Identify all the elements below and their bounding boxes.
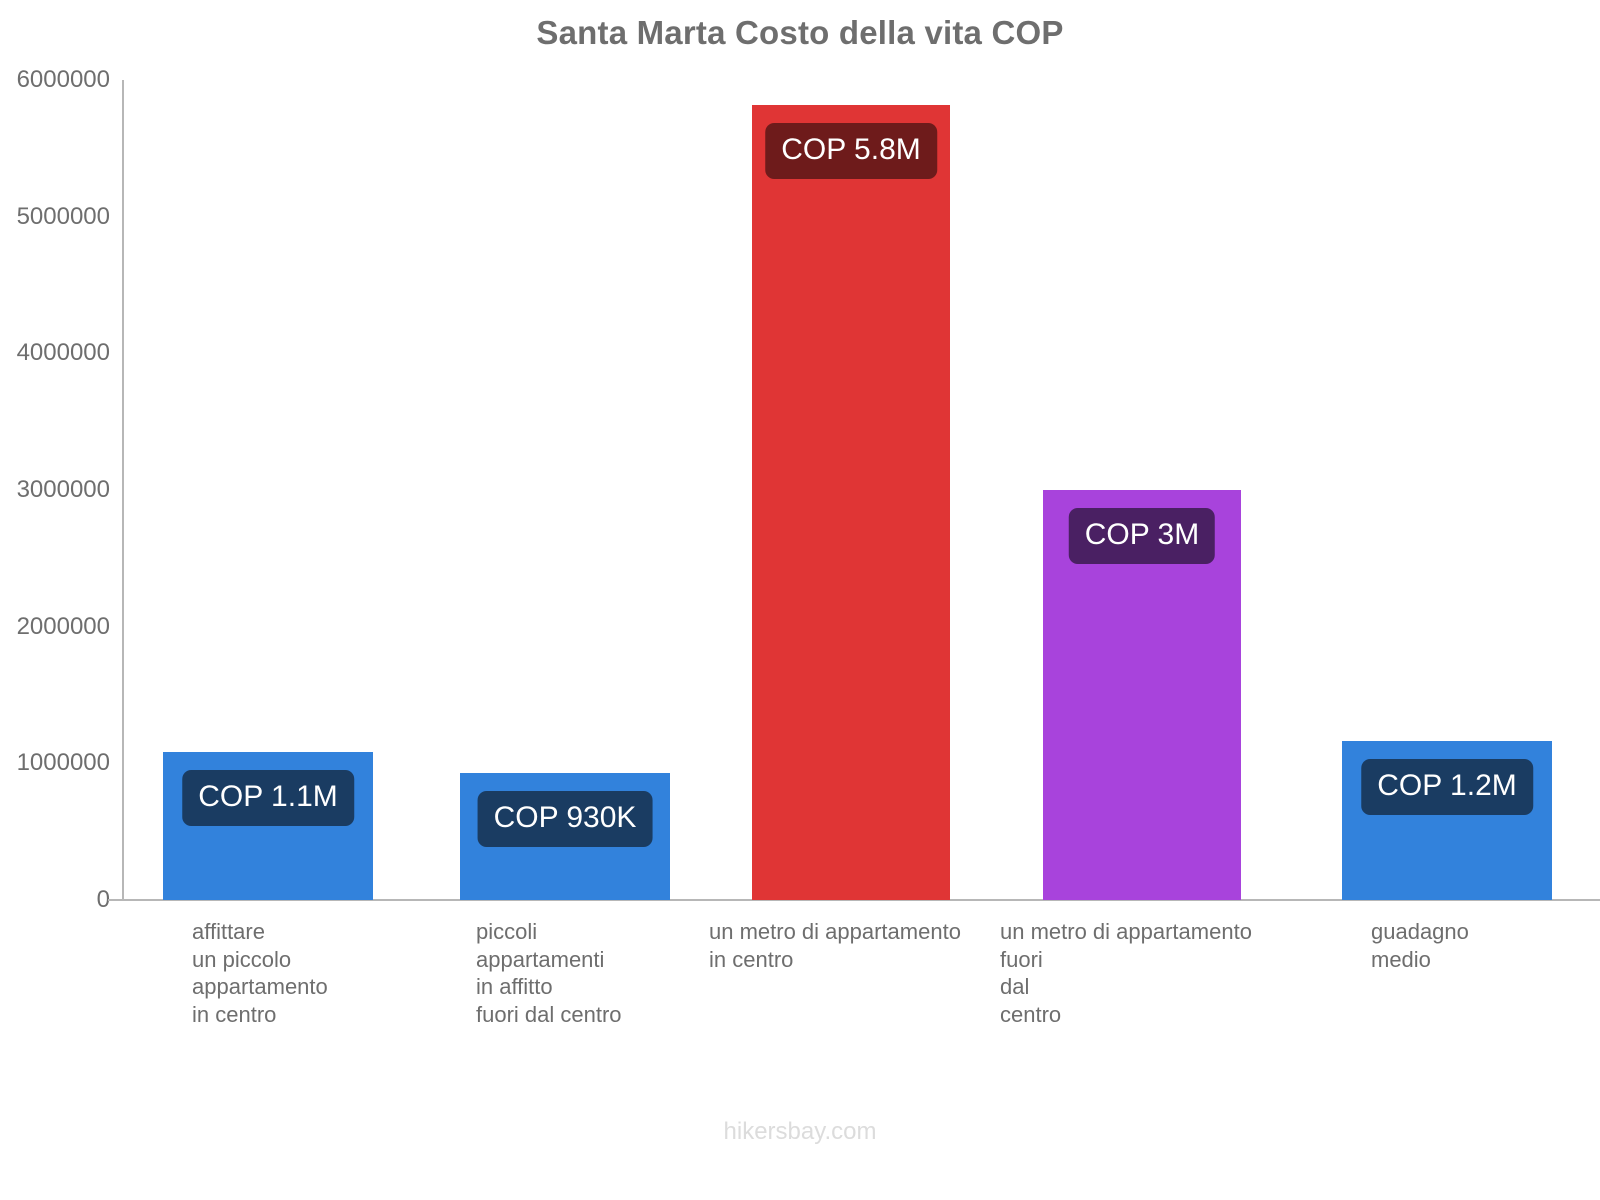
y-axis-tick-6000000: 6000000 (16, 66, 110, 93)
y-axis-tick-5000000: 5000000 (16, 202, 110, 230)
y-axis-tick-3000000: 3000000 (16, 476, 110, 503)
x-axis-label-line: medio (1371, 946, 1431, 972)
x-axis-label-5: guadagno medio (1371, 918, 1469, 973)
bar-value-label-5: COP 1.2M (1361, 759, 1533, 816)
x-axis-label-line: dal (1000, 974, 1030, 999)
footer-watermark: hikersbay.com (723, 1118, 877, 1145)
bar-value-label-2: COP 930K (477, 790, 653, 847)
x-axis-label-line: un piccolo (192, 946, 292, 972)
bar-value-label-1: COP 1.1M (182, 770, 354, 827)
y-axis-tick-labels: 0 1000000 2000000 3000000 4000000 5000000 6000… (0, 0, 110, 1200)
x-axis-category-labels: affittare un piccolo appartamento in centro… (0, 918, 1600, 1078)
x-axis-label-line: in affitto (476, 974, 553, 999)
x-axis-label-line: affittare (192, 919, 265, 944)
x-axis-label-2: piccoli appartamenti in affitto fuori dal c… (476, 918, 622, 1028)
x-axis-label-line: guadagno (1371, 919, 1469, 944)
bars-layer: COP 1.1M COP 930K COP 5.8M COP 3M COP 1.2M (163, 104, 1552, 900)
bar-3[interactable] (752, 104, 950, 900)
bar-value-label-4: COP 3M (1068, 508, 1216, 564)
y-axis-tick-4000000: 4000000 (16, 339, 110, 367)
x-axis-label-3: un metro di appartamento in centro (709, 918, 961, 973)
x-axis-label-line: fuori (1000, 946, 1043, 972)
x-axis-baseline (108, 899, 1600, 901)
chart-title: Santa Marta Costo della vita COP (536, 14, 1064, 51)
x-axis-label-line: piccoli (476, 919, 538, 944)
x-axis-label-line: fuori dal centro (476, 1001, 622, 1027)
y-axis-line (122, 80, 124, 900)
x-axis-label-1: affittare un piccolo appartamento in centro (192, 918, 328, 1028)
x-axis-label-4: un metro di appartamento fuori dal centro (1000, 918, 1252, 1028)
y-axis-tick-0: 0 (96, 886, 110, 913)
bar-value-label-3: COP 5.8M (765, 122, 937, 179)
y-axis-tick-1000000: 1000000 (16, 749, 110, 777)
x-axis-label-line: appartamenti (476, 946, 605, 972)
x-axis-label-line: un metro di appartamento (709, 919, 961, 944)
y-axis-tick-2000000: 2000000 (16, 612, 110, 640)
x-axis-label-line: in centro (709, 946, 794, 972)
x-axis-label-line: un metro di appartamento (1000, 919, 1252, 944)
x-axis-label-line: appartamento (192, 974, 328, 999)
x-axis-label-line: in centro (192, 1001, 277, 1027)
x-axis-label-line: centro (1000, 1001, 1062, 1027)
